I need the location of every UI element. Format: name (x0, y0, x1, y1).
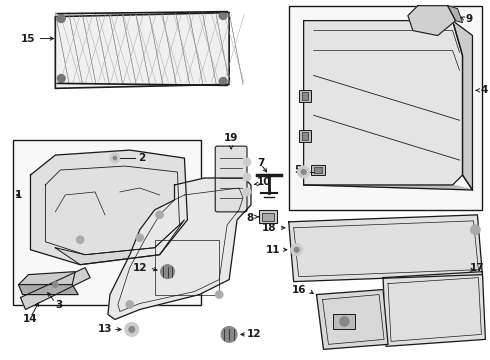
Text: 19: 19 (224, 133, 238, 143)
Circle shape (126, 301, 134, 309)
Polygon shape (383, 272, 486, 346)
FancyBboxPatch shape (215, 146, 247, 212)
Circle shape (219, 12, 227, 20)
Circle shape (57, 75, 65, 82)
Polygon shape (21, 268, 90, 310)
Text: 8: 8 (246, 213, 254, 223)
Text: 16: 16 (292, 284, 307, 294)
Circle shape (215, 291, 223, 298)
Circle shape (294, 247, 299, 252)
Text: 1: 1 (15, 190, 22, 200)
Bar (13, 140, 201, 305)
Circle shape (52, 282, 58, 288)
Bar (298, 90, 311, 102)
Circle shape (136, 234, 144, 242)
Circle shape (243, 158, 251, 166)
Polygon shape (19, 285, 78, 294)
Circle shape (110, 153, 120, 163)
Polygon shape (30, 150, 187, 265)
Circle shape (156, 211, 164, 219)
Polygon shape (289, 215, 482, 282)
Bar (289, 6, 482, 210)
Circle shape (125, 323, 139, 336)
Text: 12: 12 (133, 263, 147, 273)
Text: 6: 6 (315, 167, 322, 177)
Text: 17: 17 (469, 263, 484, 273)
Polygon shape (304, 185, 472, 190)
Circle shape (219, 77, 227, 85)
Polygon shape (304, 21, 463, 185)
Polygon shape (448, 6, 463, 23)
Text: 4: 4 (480, 85, 488, 95)
Circle shape (470, 225, 480, 235)
Text: 2: 2 (138, 153, 145, 163)
Text: 14: 14 (23, 314, 37, 324)
Circle shape (221, 327, 237, 342)
Polygon shape (317, 289, 388, 349)
Text: 11: 11 (266, 245, 281, 255)
Circle shape (57, 15, 65, 23)
Bar (262, 213, 274, 221)
Text: 9: 9 (466, 14, 473, 24)
Circle shape (76, 236, 84, 244)
Circle shape (243, 188, 251, 196)
Bar (302, 92, 308, 100)
Polygon shape (408, 6, 456, 36)
Circle shape (161, 265, 174, 279)
Text: 10: 10 (257, 177, 271, 187)
Circle shape (129, 326, 135, 333)
Polygon shape (55, 13, 229, 88)
Bar (155, 240, 219, 294)
Polygon shape (19, 272, 75, 285)
Bar (311, 165, 325, 175)
Circle shape (340, 316, 349, 327)
Text: 5: 5 (294, 165, 302, 175)
Circle shape (243, 173, 251, 181)
Text: 13: 13 (98, 324, 112, 334)
Text: 7: 7 (257, 158, 264, 168)
Polygon shape (108, 178, 251, 319)
Text: 15: 15 (21, 33, 35, 44)
Circle shape (297, 166, 310, 178)
Bar (302, 132, 308, 140)
Bar (314, 167, 322, 173)
Polygon shape (453, 21, 472, 190)
Bar (298, 130, 311, 142)
Bar (259, 210, 277, 223)
Text: 3: 3 (55, 300, 63, 310)
Circle shape (291, 244, 303, 256)
Bar (333, 315, 355, 329)
Text: 12: 12 (247, 329, 262, 339)
Polygon shape (55, 220, 184, 265)
Circle shape (301, 169, 306, 175)
Text: 18: 18 (262, 223, 277, 233)
Circle shape (113, 156, 117, 160)
